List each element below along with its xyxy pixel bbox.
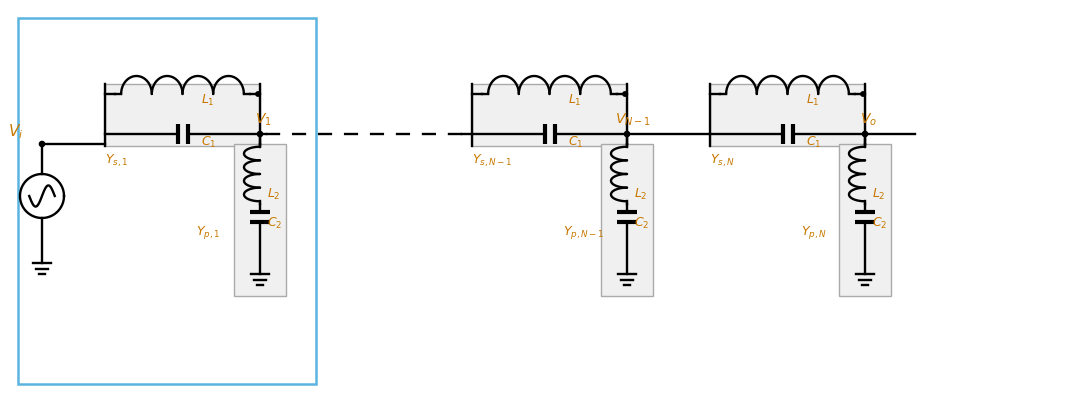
Circle shape: [623, 92, 627, 96]
Text: $V_o$: $V_o$: [860, 112, 877, 128]
Text: $C_1$: $C_1$: [568, 135, 583, 150]
Circle shape: [861, 92, 865, 96]
Circle shape: [863, 131, 867, 137]
Bar: [710, 84, 865, 146]
Text: $V_1$: $V_1$: [255, 112, 272, 128]
Text: $Y_{p,1}$: $Y_{p,1}$: [195, 224, 220, 241]
Text: $Y_{p,N-1}$: $Y_{p,N-1}$: [563, 224, 605, 241]
Bar: [472, 84, 627, 146]
Text: $Y_{s,N}$: $Y_{s,N}$: [710, 153, 735, 169]
Bar: [234, 144, 286, 296]
Bar: [18, 18, 316, 384]
Text: $L_2$: $L_2$: [634, 187, 648, 202]
Circle shape: [257, 131, 262, 137]
Bar: [600, 144, 653, 296]
Text: $L_1$: $L_1$: [806, 93, 820, 108]
Text: $L_2$: $L_2$: [872, 187, 886, 202]
Circle shape: [256, 92, 260, 96]
Text: $L_1$: $L_1$: [201, 93, 215, 108]
Text: $Y_{p,N}$: $Y_{p,N}$: [801, 224, 827, 241]
Circle shape: [39, 141, 44, 147]
Text: $C_1$: $C_1$: [806, 135, 822, 150]
Bar: [105, 84, 260, 146]
Text: $V_i$: $V_i$: [8, 122, 24, 141]
Text: $C_2$: $C_2$: [267, 216, 282, 231]
Text: $C_1$: $C_1$: [201, 135, 217, 150]
Text: $L_1$: $L_1$: [568, 93, 582, 108]
Text: $L_2$: $L_2$: [267, 187, 281, 202]
Text: $C_2$: $C_2$: [634, 216, 649, 231]
Text: $Y_{s,N-1}$: $Y_{s,N-1}$: [472, 153, 513, 169]
Text: $Y_{s,1}$: $Y_{s,1}$: [105, 153, 129, 169]
Text: $V_{N-1}$: $V_{N-1}$: [615, 112, 651, 128]
Bar: [839, 144, 891, 296]
Circle shape: [624, 131, 630, 137]
Text: $C_2$: $C_2$: [872, 216, 888, 231]
